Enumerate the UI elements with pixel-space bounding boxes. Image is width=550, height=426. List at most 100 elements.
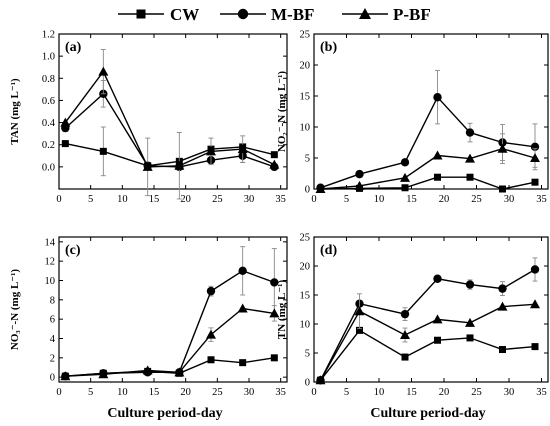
series-triangle (315, 293, 540, 385)
data-point-triangle (354, 306, 365, 316)
x-tick-label: 35 (275, 194, 286, 205)
x-tick-label: 20 (180, 387, 191, 398)
y-tick-label: 25 (300, 30, 311, 41)
series-triangle (60, 303, 280, 381)
x-tick-label: 25 (471, 387, 482, 398)
x-tick-label: 0 (311, 387, 316, 398)
y-tick-label: 1.2 (42, 30, 55, 41)
y-tick-label: 10 (45, 276, 56, 287)
data-point-square (531, 343, 539, 351)
data-point-triangle (497, 143, 508, 153)
data-point-triangle (315, 184, 326, 193)
x-tick-label: 20 (439, 194, 450, 205)
data-point-square (61, 140, 69, 148)
data-point-triangle (60, 117, 71, 127)
y-tick-label: 20 (300, 61, 311, 72)
legend: CW M-BF P-BF (118, 5, 431, 24)
data-point-triangle (237, 303, 248, 313)
data-point-circle (433, 274, 442, 283)
y-tick-label: 5 (305, 154, 310, 165)
data-point-circle (206, 286, 216, 296)
chart-panel-0: 0 5 10 15 20 25 30 35 0.0 0.2 0.4 0.6 0.8 1.0 1.2 TAN (… (9, 30, 288, 205)
plot-frame (313, 236, 549, 383)
data-point-triangle (400, 172, 410, 182)
data-point-triangle (315, 375, 326, 385)
y-tick-label: 0.2 (42, 140, 55, 151)
data-point-circle (498, 284, 507, 293)
data-point-circle (238, 266, 247, 276)
x-tick-label: 25 (212, 387, 223, 398)
x-tick-label: 30 (504, 387, 515, 398)
y-tick-label: 6 (50, 315, 55, 326)
data-point-square (401, 353, 409, 361)
data-point-circle (465, 128, 475, 137)
legend-label-mbf: M-BF (271, 5, 314, 24)
chart-panel-2: 0 5 10 15 20 25 30 35 0 2 4 6 8 10 12 14 NO₃⁻-N (mg L⁻¹)… (9, 236, 288, 398)
y-tick-label: 14 (45, 237, 56, 248)
data-point-circle (433, 93, 442, 102)
data-point-square (434, 173, 441, 181)
plot-frame (313, 33, 549, 190)
x-tick-label: 10 (117, 387, 128, 398)
y-tick-label: 1.0 (42, 52, 55, 63)
data-point-triangle (174, 160, 185, 170)
x-tick-label: 5 (344, 387, 349, 398)
x-tick-label: 20 (180, 194, 191, 205)
x-tick-label: 15 (406, 194, 417, 205)
x-tick-label: 0 (56, 387, 61, 398)
x-axis-title-right: Culture period-day (370, 406, 485, 421)
x-tick-label: 10 (374, 194, 385, 205)
y-tick-label: 4 (50, 334, 56, 345)
x-tick-label: 25 (212, 194, 223, 205)
data-point-triangle (530, 153, 540, 162)
plot-frame (58, 236, 288, 383)
data-point-square (270, 151, 278, 159)
data-point-triangle (98, 369, 109, 379)
legend-label-pbf: P-BF (393, 5, 431, 24)
chart-panel-3: 0 5 10 15 20 25 30 35 0 5 10 15 20 25 TN (mg L⁻¹) (d) (276, 233, 549, 398)
data-point-square (356, 326, 363, 334)
y-tick-label: 0.0 (42, 162, 55, 173)
data-point-square (531, 178, 539, 186)
data-point-triangle (497, 301, 508, 311)
data-point-triangle (530, 299, 540, 309)
y-tick-label: 0.4 (42, 118, 56, 129)
legend-marker-mbf-circle (237, 8, 249, 20)
data-point-triangle (142, 161, 153, 171)
data-point-circle (530, 265, 540, 274)
data-point-circle (270, 278, 279, 287)
series-triangle (60, 49, 280, 200)
data-point-triangle (400, 330, 410, 340)
x-tick-label: 0 (56, 194, 61, 205)
panel-tag: (a) (65, 40, 82, 55)
x-tick-label: 15 (406, 387, 417, 398)
data-point-circle (355, 169, 364, 179)
data-point-triangle (98, 66, 109, 76)
y-axis-title: NO₃⁻-N (mg L⁻¹) (9, 269, 21, 350)
y-tick-label: 25 (300, 233, 311, 244)
x-tick-label: 10 (374, 387, 385, 398)
data-point-triangle (142, 365, 153, 375)
x-tick-label: 10 (117, 194, 128, 205)
panel-tag: (d) (320, 243, 337, 258)
data-point-triangle (432, 150, 443, 160)
x-tick-label: 5 (344, 194, 349, 205)
data-point-triangle (174, 367, 185, 377)
x-tick-label: 30 (244, 194, 255, 205)
y-tick-label: 0 (305, 185, 310, 196)
x-tick-label: 25 (471, 194, 482, 205)
x-tick-label: 0 (311, 194, 316, 205)
y-tick-label: 0.8 (42, 74, 55, 85)
y-tick-label: 12 (45, 257, 56, 268)
y-tick-label: 5 (305, 349, 310, 360)
y-tick-label: 15 (300, 92, 311, 103)
y-tick-label: 0 (305, 378, 310, 389)
legend-label-cw: CW (170, 5, 199, 24)
plot-frame (58, 33, 288, 190)
data-point-square (207, 356, 215, 364)
x-tick-label: 15 (149, 387, 160, 398)
data-point-square (270, 354, 278, 362)
legend-marker-pbf-triangle (359, 8, 371, 19)
